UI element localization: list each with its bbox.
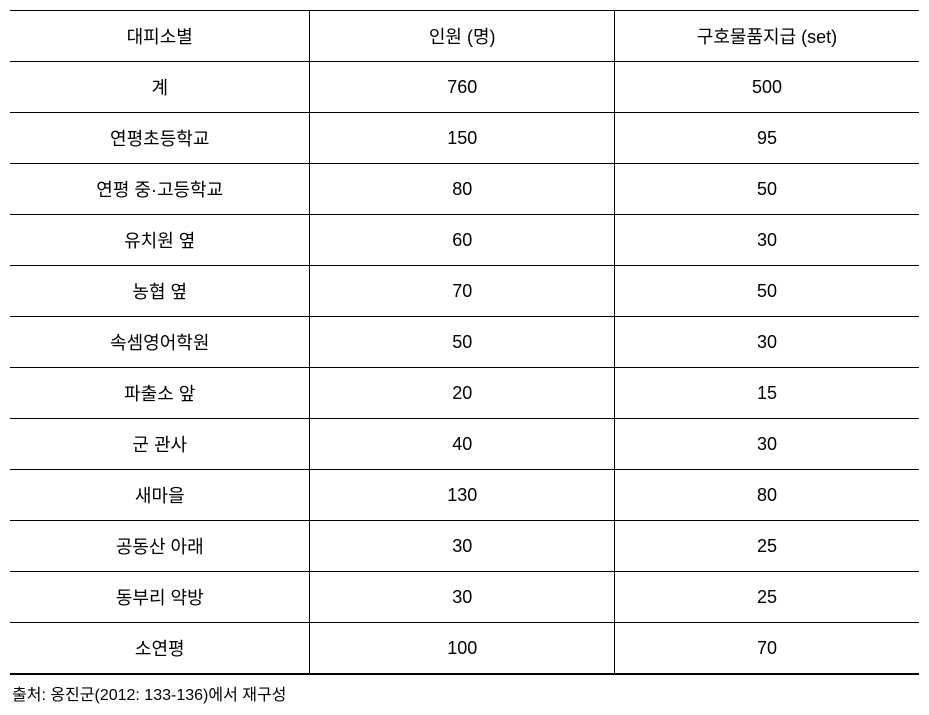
cell-shelter: 연평초등학교 — [10, 113, 310, 164]
cell-personnel: 150 — [310, 113, 615, 164]
cell-shelter: 유치원 옆 — [10, 215, 310, 266]
cell-shelter: 농협 옆 — [10, 266, 310, 317]
cell-supplies: 50 — [614, 164, 919, 215]
cell-supplies: 25 — [614, 521, 919, 572]
table-row: 군 관사 40 30 — [10, 419, 919, 470]
table-row: 계 760 500 — [10, 62, 919, 113]
cell-supplies: 30 — [614, 215, 919, 266]
cell-personnel: 30 — [310, 572, 615, 623]
cell-shelter: 공동산 아래 — [10, 521, 310, 572]
cell-personnel: 40 — [310, 419, 615, 470]
cell-personnel: 70 — [310, 266, 615, 317]
cell-personnel: 100 — [310, 623, 615, 675]
cell-personnel: 130 — [310, 470, 615, 521]
cell-personnel: 50 — [310, 317, 615, 368]
table-row: 농협 옆 70 50 — [10, 266, 919, 317]
source-citation: 출처: 옹진군(2012: 133-136)에서 재구성 — [10, 681, 919, 705]
cell-supplies: 25 — [614, 572, 919, 623]
cell-shelter: 동부리 약방 — [10, 572, 310, 623]
cell-supplies: 15 — [614, 368, 919, 419]
table-row: 파출소 앞 20 15 — [10, 368, 919, 419]
table-row: 속셈영어학원 50 30 — [10, 317, 919, 368]
cell-supplies: 95 — [614, 113, 919, 164]
cell-personnel: 80 — [310, 164, 615, 215]
table-row: 새마을 130 80 — [10, 470, 919, 521]
header-supplies: 구호물품지급 (set) — [614, 11, 919, 62]
cell-supplies: 80 — [614, 470, 919, 521]
cell-personnel: 60 — [310, 215, 615, 266]
cell-supplies: 70 — [614, 623, 919, 675]
table-row: 동부리 약방 30 25 — [10, 572, 919, 623]
table-row: 공동산 아래 30 25 — [10, 521, 919, 572]
table-row: 연평 중·고등학교 80 50 — [10, 164, 919, 215]
cell-shelter: 군 관사 — [10, 419, 310, 470]
cell-shelter: 소연평 — [10, 623, 310, 675]
cell-shelter: 새마을 — [10, 470, 310, 521]
shelter-supply-table: 대피소별 인원 (명) 구호물품지급 (set) 계 760 500 연평초등학… — [10, 10, 919, 675]
table-row: 유치원 옆 60 30 — [10, 215, 919, 266]
cell-supplies: 500 — [614, 62, 919, 113]
cell-shelter: 속셈영어학원 — [10, 317, 310, 368]
cell-shelter: 계 — [10, 62, 310, 113]
table-header-row: 대피소별 인원 (명) 구호물품지급 (set) — [10, 11, 919, 62]
header-shelter: 대피소별 — [10, 11, 310, 62]
cell-supplies: 50 — [614, 266, 919, 317]
table-row: 소연평 100 70 — [10, 623, 919, 675]
cell-supplies: 30 — [614, 419, 919, 470]
cell-shelter: 연평 중·고등학교 — [10, 164, 310, 215]
cell-supplies: 30 — [614, 317, 919, 368]
cell-personnel: 760 — [310, 62, 615, 113]
header-personnel: 인원 (명) — [310, 11, 615, 62]
table-row: 연평초등학교 150 95 — [10, 113, 919, 164]
cell-personnel: 30 — [310, 521, 615, 572]
cell-shelter: 파출소 앞 — [10, 368, 310, 419]
cell-personnel: 20 — [310, 368, 615, 419]
